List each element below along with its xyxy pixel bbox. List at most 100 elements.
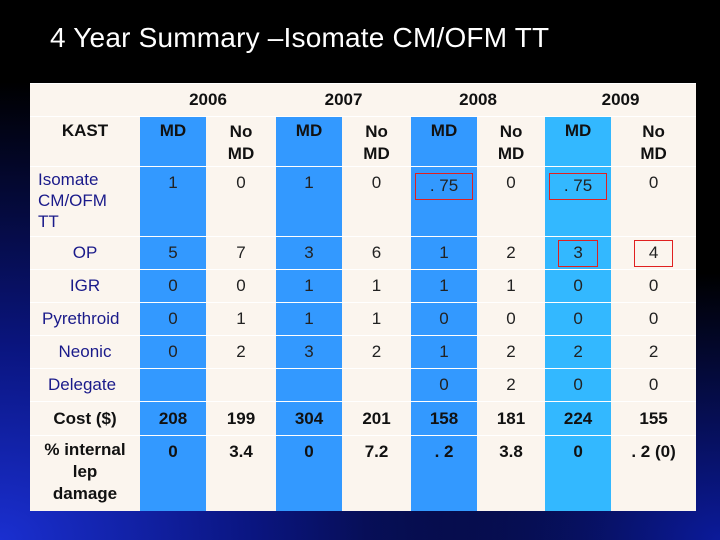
header-2008-md: MD [411,116,478,167]
cell: 0 [206,166,277,237]
row-label-cost: Cost ($) [30,401,140,436]
cell: 3 [276,236,343,270]
cell: 2 [477,368,546,402]
table-row: OP 5 7 3 6 1 2 3 4 [30,236,697,270]
cell: 1 [206,302,277,336]
cell: . 2 (0) [611,435,697,511]
cell: 3 [276,335,343,369]
highlight-box: . 75 [548,173,608,200]
year-2007: 2007 [276,83,412,117]
cell: 2 [477,335,546,369]
header-2009-nomd: No MD [611,116,697,167]
cell: 6 [342,236,412,270]
cell: 1 [342,302,412,336]
cell: 0 [477,302,546,336]
table-row: IGR 0 0 1 1 1 1 0 0 [30,269,697,303]
cell: 0 [545,302,612,336]
cell: 304 [276,401,343,436]
table-row: Neonic 0 2 3 2 1 2 2 2 [30,335,697,369]
row-label-neonic: Neonic [30,335,140,369]
table-row: Pyrethroid 0 1 1 1 0 0 0 0 [30,302,697,336]
cell: 158 [411,401,478,436]
cell: 7.2 [342,435,412,511]
cell: 2 [206,335,277,369]
header-2009-md: MD [545,116,612,167]
cell: 0 [611,269,697,303]
cell: 0 [411,368,478,402]
kast-header: KAST [30,116,140,167]
cell-empty [276,368,343,402]
cell: 0 [140,335,206,369]
row-label-igr: IGR [30,269,140,303]
slide-title: 4 Year Summary –Isomate CM/OFM TT [50,22,550,53]
cell: 3.8 [477,435,546,511]
cell: 199 [206,401,277,436]
cell: 2 [342,335,412,369]
cell: 0 [545,368,612,402]
column-header-row: KAST MD No MD MD No MD MD No MD MD No MD [30,116,697,167]
cell: 0 [611,302,697,336]
cell-highlighted: 4 [611,236,697,270]
cell: 0 [342,166,412,237]
cell: 0 [276,435,343,511]
cell-empty [206,368,277,402]
year-2008: 2008 [411,83,546,117]
cell: 0 [140,435,206,511]
cell: 3.4 [206,435,277,511]
header-2006-nomd: No MD [206,116,277,167]
row-label-damage: % internal lep damage [30,435,140,511]
highlight-box: . 75 [414,173,474,200]
cell: 1 [411,269,478,303]
cell: 2 [545,335,612,369]
cell: 1 [411,236,478,270]
row-label-op: OP [30,236,140,270]
row-label-pyrethroid: Pyrethroid [30,302,140,336]
cell: 2 [611,335,697,369]
cell: 1 [411,335,478,369]
year-2009: 2009 [545,83,697,117]
row-label-isomate: Isomate CM/OFM TT [30,166,140,237]
cell: 1 [140,166,206,237]
highlight-box: 3 [558,239,598,267]
table-row: Isomate CM/OFM TT 1 0 1 0 . 75 0 . 75 0 [30,166,697,237]
summary-table: 2006 2007 2008 2009 KAST MD No MD MD No … [30,83,697,511]
cell: 1 [342,269,412,303]
cell: 1 [477,269,546,303]
cell: 0 [545,435,612,511]
cell: 181 [477,401,546,436]
cell: 0 [611,368,697,402]
cell: 7 [206,236,277,270]
cell: 1 [276,166,343,237]
year-2006: 2006 [140,83,277,117]
cell: 0 [477,166,546,237]
highlight-box: 4 [633,239,674,267]
cell: 1 [276,269,343,303]
cell: 0 [140,302,206,336]
cell: 208 [140,401,206,436]
header-2007-nomd: No MD [342,116,412,167]
row-label-delegate: Delegate [30,368,140,402]
cell: 0 [411,302,478,336]
year-header-row: 2006 2007 2008 2009 [30,83,697,117]
cell: 1 [276,302,343,336]
cell: 0 [545,269,612,303]
table-row: Delegate 0 2 0 0 [30,368,697,402]
cell: 224 [545,401,612,436]
cell: 0 [611,166,697,237]
cell-highlighted: . 75 [545,166,612,237]
cell: 5 [140,236,206,270]
cell: 0 [140,269,206,303]
cell-highlighted: . 75 [411,166,478,237]
cell: 0 [206,269,277,303]
header-2007-md: MD [276,116,343,167]
cell-empty [140,368,206,402]
table-row: % internal lep damage 0 3.4 0 7.2 . 2 3.… [30,435,697,511]
cell: 155 [611,401,697,436]
cell-empty [342,368,412,402]
header-2006-md: MD [140,116,206,167]
corner-empty [30,83,140,117]
table-row: Cost ($) 208 199 304 201 158 181 224 155 [30,401,697,436]
cell: . 2 [411,435,478,511]
cell: 2 [477,236,546,270]
header-2008-nomd: No MD [477,116,546,167]
